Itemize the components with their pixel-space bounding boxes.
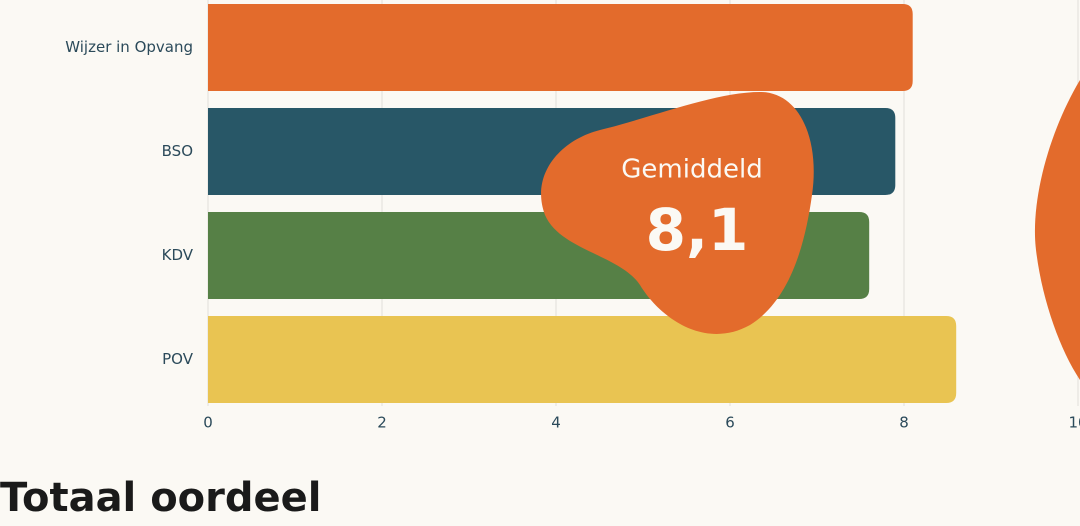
x-tick-label: 10 <box>1068 414 1080 432</box>
average-blob <box>541 92 814 334</box>
y-tick-label: Wijzer in Opvang <box>65 38 193 56</box>
badge-value: 8,1 <box>646 196 749 264</box>
bar <box>208 316 957 403</box>
x-tick-label: 6 <box>725 414 735 432</box>
y-tick-label: POV <box>162 350 194 368</box>
decor-blob <box>1034 80 1080 380</box>
x-tick-label: 0 <box>203 414 213 432</box>
x-tick-label: 2 <box>377 414 387 432</box>
y-tick-label: BSO <box>162 142 193 160</box>
heading: Totaal oordeel <box>0 475 321 521</box>
x-tick-label: 8 <box>899 414 909 432</box>
bar <box>208 4 913 91</box>
y-tick-label: KDV <box>162 246 194 264</box>
badge-label: Gemiddeld <box>621 155 762 185</box>
x-tick-label: 4 <box>551 414 561 432</box>
